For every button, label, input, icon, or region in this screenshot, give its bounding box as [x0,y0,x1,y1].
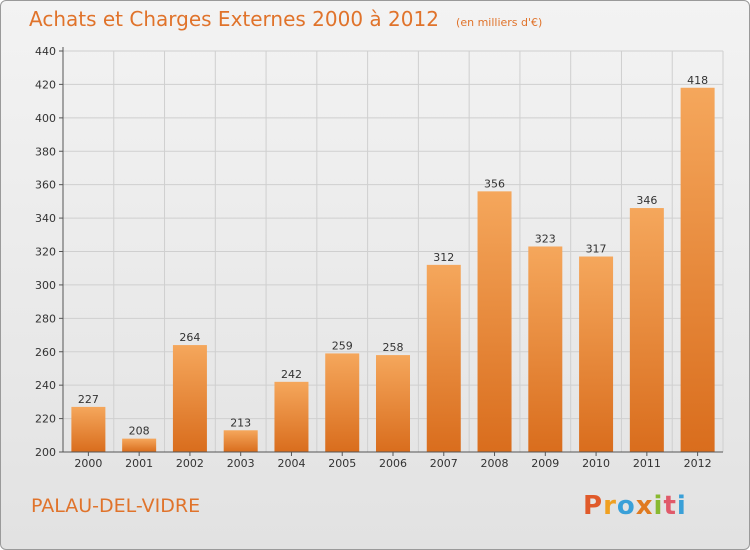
y-tick-label: 360 [35,179,56,192]
x-tick-label: 2011 [633,457,661,470]
x-tick-label: 2009 [531,457,559,470]
x-tick-label: 2003 [227,457,255,470]
bars: 227 208 264 213 242 259 258 312 356 323 317 346 418 [71,74,715,452]
place-name: PALAU-DEL-VIDRE [31,495,201,517]
bar-2004 [274,381,309,452]
y-tick-label: 220 [35,413,56,426]
value-label-2007: 312 [433,251,454,264]
value-label-2001: 208 [129,425,150,438]
x-tick-label: 2008 [481,457,509,470]
x-tick-label: 2007 [430,457,458,470]
bar-2008 [477,191,512,452]
bar-2005 [325,353,360,452]
bar-2009 [528,246,563,452]
bar-2003 [223,430,258,452]
bar-2002 [172,345,207,452]
bar-2011 [629,208,664,452]
bar-2001 [122,438,157,452]
y-tick-label: 380 [35,145,56,158]
y-tick-label: 440 [35,45,56,58]
chart-title: Achats et Charges Externes 2000 à 2012 [29,7,439,31]
bar-2012 [680,87,715,452]
value-label-2010: 317 [586,243,607,256]
x-tick-label: 2001 [125,457,153,470]
value-label-2003: 213 [230,416,251,429]
bar-2010 [579,256,614,452]
chart-subtitle: (en milliers d'€) [456,16,543,29]
bar-2000 [71,406,106,452]
value-label-2005: 259 [332,339,353,352]
bar-2007 [426,264,461,452]
value-label-2006: 258 [383,341,404,354]
y-tick-label: 280 [35,312,56,325]
title-row: Achats et Charges Externes 2000 à 2012 (… [29,7,542,31]
y-tick-label: 260 [35,346,56,359]
x-tick-label: 2012 [684,457,712,470]
x-tick-label: 2010 [582,457,610,470]
value-label-2004: 242 [281,368,302,381]
x-tick-label: 2004 [277,457,305,470]
y-tick-label: 240 [35,379,56,392]
x-tick-label: 2000 [74,457,102,470]
value-label-2008: 356 [484,177,505,190]
value-label-2000: 227 [78,393,99,406]
y-tick-label: 400 [35,112,56,125]
y-tick-label: 200 [35,446,56,459]
value-label-2012: 418 [687,74,708,87]
value-label-2009: 323 [535,232,556,245]
y-tick-label: 320 [35,246,56,259]
x-tick-label: 2002 [176,457,204,470]
y-tick-label: 340 [35,212,56,225]
value-label-2011: 346 [636,194,657,207]
proxiti-logo: Proxiti [583,491,687,521]
x-tick-label: 2005 [328,457,356,470]
y-tick-label: 420 [35,78,56,91]
axes: 200 220 240 260 280 300 320 340 360 380 400 420 440 2… [35,45,723,470]
y-tick-label: 300 [35,279,56,292]
value-label-2002: 264 [179,331,200,344]
bar-2006 [376,355,410,452]
x-tick-label: 2006 [379,457,407,470]
